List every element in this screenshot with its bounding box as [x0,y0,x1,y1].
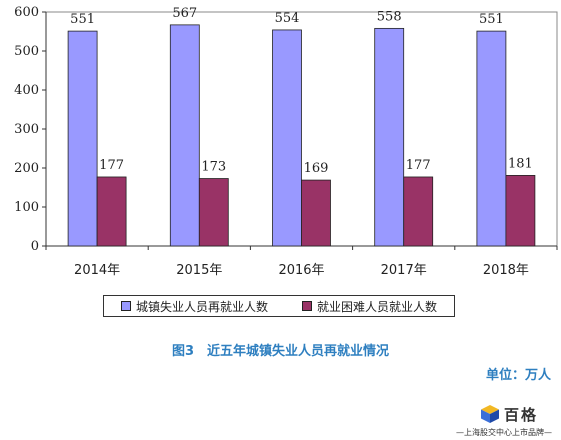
bar-series-2 [505,175,536,247]
bar-series-2 [403,176,434,247]
legend-label-series-1: 城镇失业人员再就业人数 [135,299,268,314]
x-category-label: 2016年 [278,263,324,278]
y-tick-label: 400 [14,83,39,98]
y-tick-label: 600 [14,5,39,20]
y-tick-label: 300 [14,122,39,137]
data-label-series-1: 551 [479,12,504,27]
bar-series-2 [301,179,331,247]
data-label-series-2: 169 [304,161,329,176]
cube-logo-icon [481,405,499,423]
watermark-logo: 百格 —上海股交中心上市品牌— [452,404,556,438]
data-labels-group: 551 567 554 558 551 177 173 169 177 181 [70,6,533,176]
legend-swatch-series-1 [120,301,131,311]
unit-label: 单位：万人 [485,368,551,383]
x-category-label: 2014年 [74,263,120,278]
data-label-series-2: 177 [99,158,124,173]
data-label-series-2: 177 [406,158,431,173]
y-tick-label: 0 [31,239,39,254]
legend-item-series-2: 就业困难人员就业人数 [301,298,437,315]
legend: 城镇失业人员再就业人数 就业困难人员就业人数 [103,295,455,317]
bar-series-2 [96,176,127,247]
legend-item-series-1: 城镇失业人员再就业人数 [120,298,268,315]
chart-title: 图3 近五年城镇失业人员再就业情况 [171,344,390,359]
x-category-label: 2015年 [176,263,222,278]
bar-chart: 0 100 200 300 400 500 600 2014年 2015年 2016年 2017年… [14,5,558,278]
bar-series-1 [374,27,405,247]
data-label-series-2: 181 [508,156,533,171]
y-tick-label: 500 [14,44,39,59]
bar-series-2 [198,178,229,247]
y-tick-label: 200 [14,161,39,176]
legend-label-series-2: 就业困难人员就业人数 [316,299,437,314]
logo-tagline: —上海股交中心上市品牌— [456,428,552,437]
bar-series-1 [169,24,200,247]
data-label-series-2: 173 [201,160,226,175]
x-axis: 2014年 2015年 2016年 2017年 2018年 [45,245,558,278]
data-label-series-1: 558 [377,9,402,24]
bar-series-1 [67,30,98,247]
y-axis: 0 100 200 300 400 500 600 [14,5,47,254]
data-label-series-1: 554 [275,11,300,26]
data-label-series-1: 567 [172,6,197,21]
bar-series-1 [476,30,507,247]
x-category-label: 2018年 [483,263,529,278]
legend-swatch-series-2 [301,301,312,311]
data-label-series-1: 551 [70,12,95,27]
bar-series-1 [272,29,302,247]
logo-name: 百格 [504,406,539,424]
bars-group [67,24,536,247]
x-category-label: 2017年 [381,263,427,278]
y-tick-label: 100 [14,200,39,215]
